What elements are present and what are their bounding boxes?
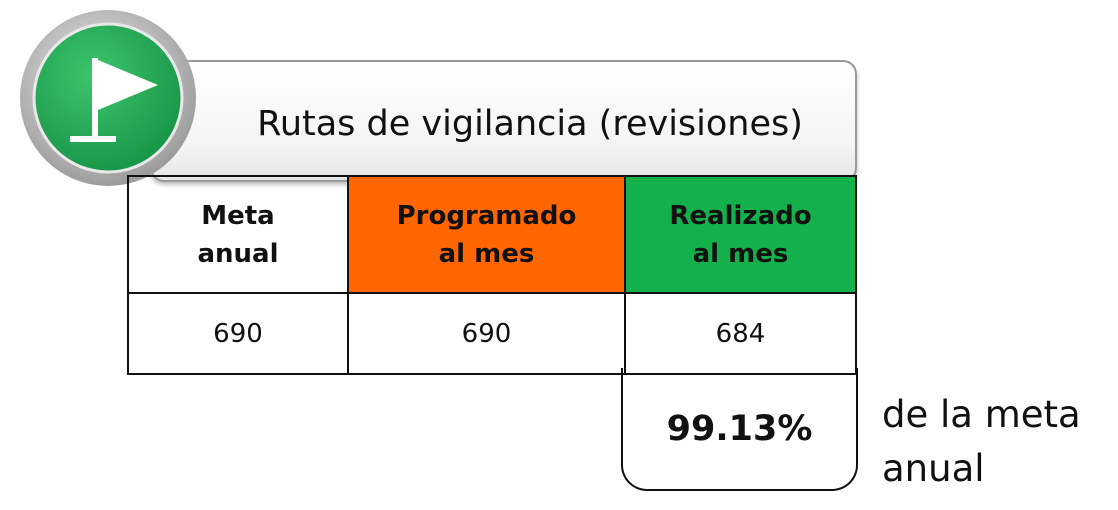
header-box xyxy=(150,60,857,182)
result-box: 99.13% xyxy=(621,368,858,491)
header-cell: Realizado al mes xyxy=(624,175,857,294)
header-cell: Meta anual xyxy=(127,175,349,294)
result-value: 99.13% xyxy=(666,408,813,449)
header-text: Meta anual xyxy=(197,200,279,269)
header-text: Realizado al mes xyxy=(669,200,812,269)
cell: 690 xyxy=(127,292,349,375)
header-text: Programado al mes xyxy=(396,200,577,269)
title: Rutas de vigilancia (revisiones) xyxy=(257,104,803,144)
result-note: de la meta anual xyxy=(882,393,1081,490)
data-table: Meta anual Programado al mes Realizado a… xyxy=(127,175,857,375)
flag-icon xyxy=(20,10,196,186)
cell: 690 xyxy=(347,292,626,375)
header-cell: Programado al mes xyxy=(347,175,626,294)
cell: 684 xyxy=(624,292,857,375)
